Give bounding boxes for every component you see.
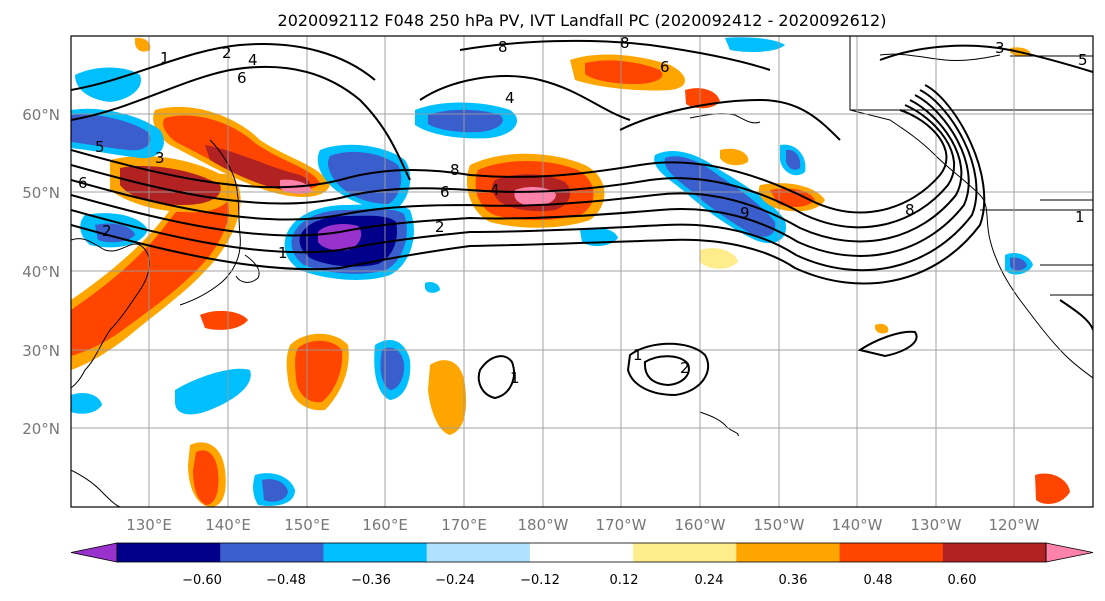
colorbar-tick-label: −0.24 bbox=[435, 573, 475, 588]
colorbar-tick-label: 0.24 bbox=[695, 573, 724, 588]
contour-label: 6 bbox=[237, 69, 247, 87]
colorbar-tick-label: 0.36 bbox=[779, 573, 808, 588]
contour-label: 2 bbox=[222, 44, 232, 62]
colorbar-ticks: −0.60 −0.48 −0.36 −0.24 −0.12 0.12 0.24 … bbox=[182, 573, 976, 588]
contour-label: 6 bbox=[440, 183, 450, 201]
lon-label: 140°E bbox=[205, 516, 251, 534]
contour-label: 3 bbox=[155, 149, 165, 167]
colorbar-segment bbox=[117, 543, 221, 562]
colorbar-segment bbox=[736, 543, 841, 562]
colorbar-tick-label: −0.48 bbox=[266, 573, 306, 588]
contour-label: 1 bbox=[278, 244, 288, 262]
contour-label: 9 bbox=[740, 204, 750, 222]
colorbar-segment bbox=[220, 543, 324, 562]
contour-label: 2 bbox=[680, 359, 690, 377]
lon-label: 180°W bbox=[518, 516, 569, 534]
contour-label: 1 bbox=[1075, 208, 1085, 226]
contour-label: 8 bbox=[905, 201, 915, 219]
lat-label: 20°N bbox=[22, 420, 60, 438]
contour-label: 8 bbox=[450, 161, 460, 179]
colorbar-tick-label: −0.12 bbox=[520, 573, 560, 588]
contour-label: 5 bbox=[95, 138, 105, 156]
contour-label: 4 bbox=[490, 181, 500, 199]
latitude-labels: 60°N 50°N 40°N 30°N 20°N bbox=[22, 106, 60, 438]
contour-label: 4 bbox=[505, 89, 515, 107]
lon-label: 130°W bbox=[911, 516, 962, 534]
contour-label: 4 bbox=[248, 51, 258, 69]
map-frame bbox=[70, 35, 1094, 508]
pv-contours bbox=[71, 39, 1093, 400]
lon-label: 160°W bbox=[675, 516, 726, 534]
contour-label: 5 bbox=[1078, 51, 1088, 69]
colorbar-segment bbox=[529, 543, 634, 562]
contour-label: 2 bbox=[102, 222, 112, 240]
colorbar-tick-label: 0.48 bbox=[864, 573, 893, 588]
longitude-labels: 130°E 140°E 150°E 160°E 170°E 180°W 170°… bbox=[126, 516, 1039, 534]
lon-label: 140°W bbox=[832, 516, 883, 534]
lon-label: 150°E bbox=[284, 516, 330, 534]
contour-label: 6 bbox=[660, 58, 670, 76]
coastlines bbox=[71, 36, 1093, 507]
contour-label: 8 bbox=[620, 34, 630, 52]
lon-label: 150°W bbox=[754, 516, 805, 534]
colorbar-extend-left bbox=[70, 542, 118, 563]
contour-label: 3 bbox=[995, 39, 1005, 57]
colorbar-segment bbox=[323, 543, 428, 562]
contour-label: 2 bbox=[435, 218, 445, 236]
colorbar-tick-label: −0.60 bbox=[182, 573, 222, 588]
lat-label: 60°N bbox=[22, 106, 60, 124]
lon-label: 170°E bbox=[441, 516, 487, 534]
lon-label: 170°W bbox=[596, 516, 647, 534]
colorbar-segment bbox=[942, 543, 1047, 562]
contour-label: 1 bbox=[160, 49, 170, 67]
colorbar-extend-right bbox=[1045, 542, 1094, 563]
contour-labels: 1 2 3 4 5 6 8 9 8 6 4 2 1 2 1 2 1 8 6 4 … bbox=[78, 34, 1088, 387]
colorbar-tick-label: −0.36 bbox=[351, 573, 391, 588]
colorbar-segment bbox=[839, 543, 944, 562]
contour-label: 6 bbox=[78, 174, 88, 192]
colorbar-segment bbox=[426, 543, 531, 562]
colorbar-tick-label: 0.60 bbox=[948, 573, 977, 588]
contour-label: 1 bbox=[633, 346, 643, 364]
lon-label: 120°W bbox=[989, 516, 1040, 534]
lon-label: 160°E bbox=[362, 516, 408, 534]
colorbar: −0.60 −0.48 −0.36 −0.24 −0.12 0.12 0.24 … bbox=[70, 542, 1094, 588]
lat-label: 40°N bbox=[22, 263, 60, 281]
lat-label: 50°N bbox=[22, 184, 60, 202]
colorbar-tick-label: 0.12 bbox=[610, 573, 639, 588]
lon-label: 130°E bbox=[126, 516, 172, 534]
map-title: 2020092112 F048 250 hPa PV, IVT Landfall… bbox=[278, 11, 887, 30]
lat-label: 30°N bbox=[22, 342, 60, 360]
contour-label: 1 bbox=[510, 369, 520, 387]
contour-label: 8 bbox=[498, 38, 508, 56]
map-area: 1 2 3 4 5 6 8 9 8 6 4 2 1 2 1 2 1 8 6 4 … bbox=[71, 34, 1093, 507]
colorbar-segment bbox=[633, 543, 737, 562]
